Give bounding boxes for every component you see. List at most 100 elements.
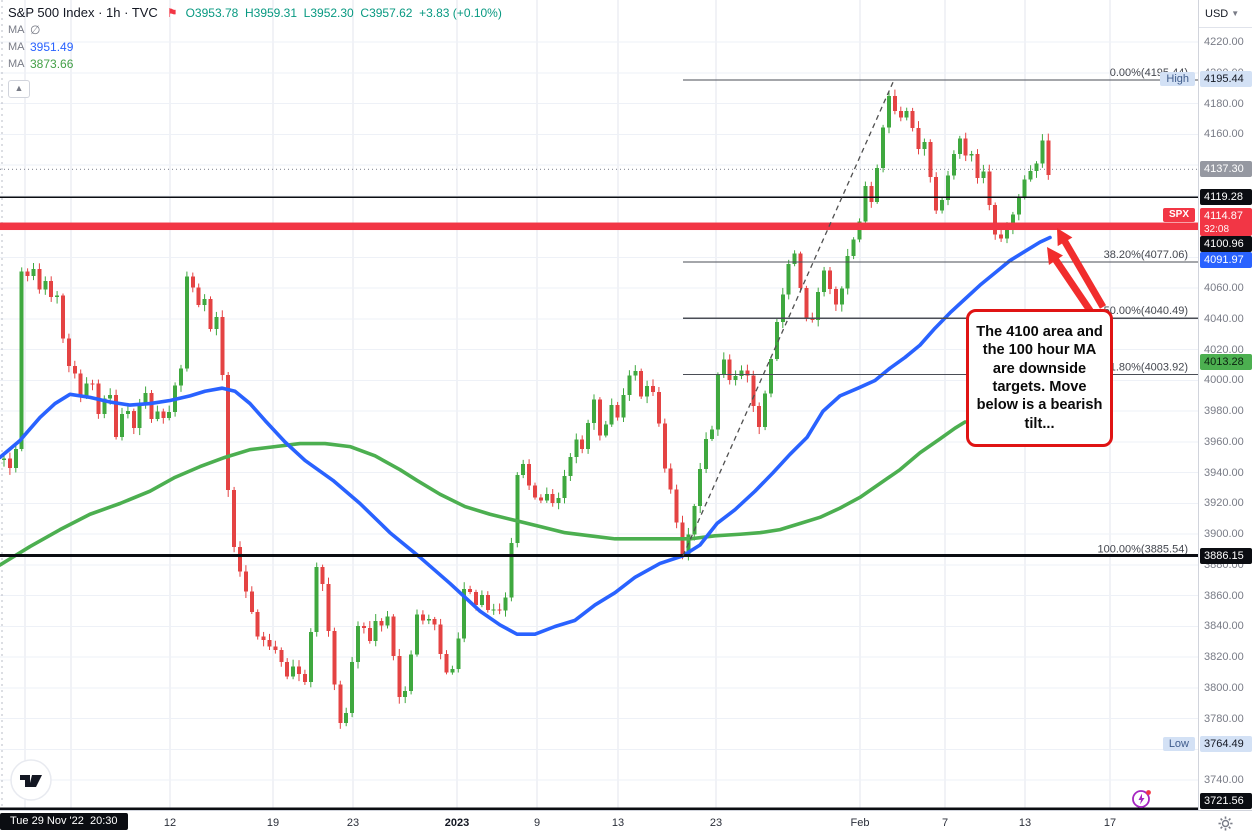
candle-body — [562, 476, 567, 498]
fib-label: 61.80%(4003.92) — [1104, 361, 1188, 373]
candle-body — [816, 292, 821, 320]
annotation-box[interactable]: The 4100 area and the 100 hour MA are do… — [966, 309, 1113, 447]
arrow-head[interactable] — [1057, 228, 1073, 247]
axis-corner — [1198, 810, 1252, 837]
candle-body — [232, 490, 237, 548]
candle-body — [975, 153, 980, 179]
high-tag: High — [1160, 72, 1195, 86]
candle-body — [238, 547, 242, 572]
ma-100-value: 3951.49 — [30, 39, 74, 54]
ma-200-line — [0, 420, 967, 567]
candle-body — [409, 654, 414, 691]
candle-body — [267, 639, 272, 647]
candle-body — [934, 176, 939, 211]
candle-body — [757, 405, 762, 428]
symbol-price-tag: SPX — [1162, 208, 1195, 222]
candle-body — [999, 234, 1004, 239]
candle-body — [503, 597, 508, 611]
candle-body — [538, 497, 543, 501]
candle-body — [521, 464, 526, 475]
candle-body — [710, 429, 714, 439]
time-tick-label: 12 — [163, 817, 177, 829]
low-tag: Low — [1162, 737, 1195, 751]
candle-body — [361, 625, 366, 628]
candle-body — [721, 359, 726, 376]
candle-body — [2, 458, 6, 460]
price-tick-label: 4220.00 — [1204, 36, 1244, 49]
candle-body — [780, 294, 785, 323]
candle-body — [792, 253, 797, 264]
candle-body — [881, 127, 886, 169]
candle-body — [373, 620, 378, 642]
arrow-shaft[interactable] — [1060, 237, 1107, 309]
candle-body — [633, 370, 638, 376]
candle-body — [338, 684, 343, 724]
candle-body — [798, 253, 803, 288]
candle-body — [31, 269, 36, 277]
candle-body — [155, 411, 160, 419]
candle-body — [450, 668, 455, 673]
chart-pane[interactable]: 0.00%(4195.44) 38.20%(4077.06) 50.00%(4040… — [0, 0, 1198, 810]
time-axis[interactable]: Tue 29 Nov '22 20:30 12 19 23 2023 9 13 23 Feb 7… — [0, 810, 1252, 837]
price-tick-label: 3840.00 — [1204, 620, 1244, 633]
candle-body — [55, 295, 60, 297]
price-tick-label: 3900.00 — [1204, 528, 1244, 541]
candle-body — [125, 410, 130, 415]
candle-body — [627, 375, 632, 395]
price-badge: 4013.28 — [1200, 354, 1252, 370]
candle-body — [137, 404, 142, 429]
candle-body — [786, 263, 791, 295]
gear-icon[interactable] — [1218, 816, 1233, 831]
candle-body — [114, 395, 119, 438]
candle-body — [184, 276, 189, 369]
candle-body — [1010, 214, 1015, 228]
time-tick-label: 7 — [941, 817, 949, 829]
currency-selector[interactable]: USD ▼ — [1199, 0, 1252, 28]
arrow-shaft[interactable] — [1051, 255, 1094, 314]
tradingview-logo[interactable] — [10, 759, 52, 806]
candle-body — [273, 646, 278, 650]
time-tick-label: 9 — [533, 817, 541, 829]
price-scale[interactable]: USD ▼ 4220.004200.004180.004160.004060.0… — [1198, 0, 1252, 810]
candle-body — [72, 365, 77, 374]
price-tick-label: 3740.00 — [1204, 774, 1244, 787]
red-band-line[interactable] — [0, 222, 1198, 231]
eye-off-icon[interactable]: ∅ — [30, 22, 41, 37]
flag-icon[interactable]: ⚑ — [166, 5, 178, 20]
candle-body — [491, 609, 496, 611]
ma-row-hidden[interactable]: MA ∅ — [8, 22, 41, 37]
candle-body — [745, 370, 750, 376]
ma-row-100[interactable]: MA 3951.49 — [8, 39, 74, 54]
candle-body — [515, 474, 520, 543]
candle-body — [332, 631, 337, 685]
candle-body — [84, 383, 89, 396]
price-tick-label: 3940.00 — [1204, 466, 1244, 479]
candle-body — [609, 404, 614, 425]
candle-body — [1016, 196, 1021, 215]
candle-body — [651, 386, 655, 392]
arrow-head[interactable] — [1047, 247, 1064, 266]
candle-body — [586, 423, 591, 449]
candle-body — [574, 439, 579, 457]
price-tick-label: 4180.00 — [1204, 97, 1244, 110]
candle-body — [645, 386, 650, 397]
candle-body — [202, 298, 207, 305]
candle-body — [739, 370, 744, 377]
candle-body — [326, 584, 331, 632]
candle-body — [940, 200, 945, 211]
candle-body — [656, 391, 661, 424]
candle-body — [763, 393, 768, 428]
time-tick-label: 13 — [1018, 817, 1032, 829]
spark-icon[interactable] — [1131, 788, 1153, 810]
candle-body — [108, 395, 113, 399]
legend-collapse-button[interactable]: ▲ — [8, 80, 30, 98]
candle-body — [1022, 179, 1027, 197]
candle-body — [556, 497, 561, 504]
symbol-title[interactable]: S&P 500 Index · 1h · TVC — [8, 5, 158, 20]
candle-body — [43, 280, 48, 290]
chevron-down-icon: ▼ — [1231, 9, 1240, 18]
candle-body — [1005, 227, 1009, 239]
ma-row-200[interactable]: MA 3873.66 — [8, 56, 74, 71]
candle-body — [49, 280, 54, 297]
